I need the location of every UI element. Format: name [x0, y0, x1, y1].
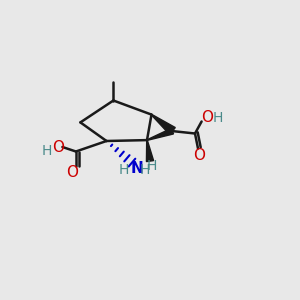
Text: N: N — [130, 161, 143, 176]
Text: H: H — [41, 144, 52, 158]
Text: O: O — [202, 110, 214, 124]
Text: O: O — [66, 165, 78, 180]
Polygon shape — [147, 128, 173, 140]
Polygon shape — [151, 114, 175, 135]
Text: O: O — [194, 148, 206, 163]
Text: H: H — [213, 111, 224, 124]
Text: O: O — [52, 140, 64, 154]
Polygon shape — [146, 140, 154, 162]
Text: H: H — [140, 163, 150, 176]
Text: H: H — [146, 159, 157, 173]
Text: H: H — [119, 163, 129, 176]
